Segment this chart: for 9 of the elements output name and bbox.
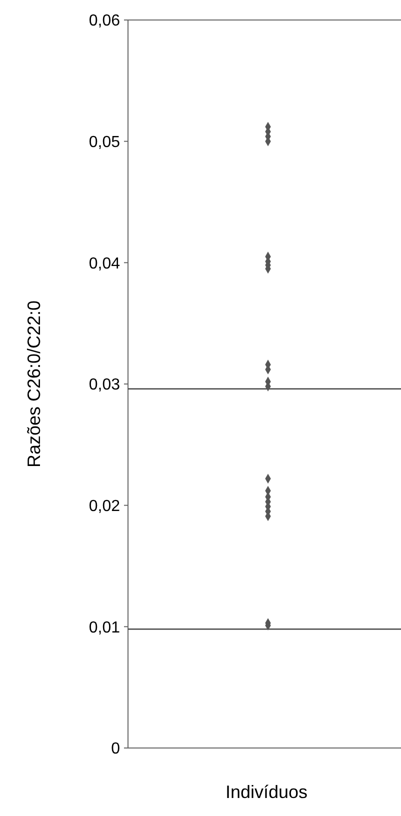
y-tick-label: 0,06 <box>88 12 120 30</box>
x-axis-title: Indivíduos <box>225 782 308 802</box>
y-tick-label: 0,05 <box>88 134 120 151</box>
y-tick-label: 0,04 <box>88 255 120 272</box>
y-tick-label: 0,02 <box>88 498 120 515</box>
y-tick-label: 0 <box>111 740 120 758</box>
y-tick-label: 0,03 <box>88 376 120 394</box>
y-tick-label: 0,01 <box>88 619 120 636</box>
y-axis-title: Razões C26:0/C22:0 <box>24 300 44 468</box>
